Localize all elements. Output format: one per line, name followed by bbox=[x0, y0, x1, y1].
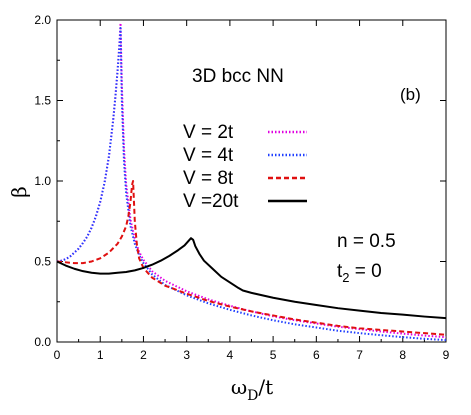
series-line-2 bbox=[56, 27, 447, 342]
panel-label: (b) bbox=[400, 85, 421, 104]
y-axis-label: β bbox=[7, 186, 31, 198]
series-line-4 bbox=[56, 237, 447, 320]
legend-label-2: V = 4t bbox=[183, 145, 234, 166]
x-tick-label-9: 9 bbox=[443, 348, 450, 362]
y-tick-label-4: 2.0 bbox=[34, 13, 51, 27]
x-tick-label-4: 4 bbox=[227, 348, 234, 362]
x-tick-label-8: 8 bbox=[399, 348, 406, 362]
legend-label-1: V = 2t bbox=[183, 122, 234, 143]
x-tick-label-2: 2 bbox=[140, 348, 147, 362]
series-layer bbox=[56, 22, 447, 342]
x-tick-label-3: 3 bbox=[183, 348, 190, 362]
x-axis-label-main: ω bbox=[231, 375, 247, 399]
annotation-t2-main: t bbox=[337, 261, 343, 282]
series-line-3 bbox=[56, 180, 447, 336]
x-tick-label-7: 7 bbox=[356, 348, 363, 362]
legend: V = 2tV = 4tV = 8tV =20t bbox=[183, 122, 307, 212]
x-tick-label-6: 6 bbox=[313, 348, 320, 362]
x-tick-label-1: 1 bbox=[97, 348, 104, 362]
legend-label-4: V =20t bbox=[183, 191, 239, 212]
x-tick-label-5: 5 bbox=[270, 348, 277, 362]
x-axis-label-tail: /t bbox=[258, 375, 273, 399]
y-tick-label-2: 1.0 bbox=[34, 174, 51, 188]
legend-label-3: V = 8t bbox=[183, 168, 234, 189]
y-tick-label-1: 0.5 bbox=[34, 255, 51, 269]
annotation-t2-tail: = 0 bbox=[350, 261, 382, 282]
x-tick-label-0: 0 bbox=[54, 348, 61, 362]
y-tick-label-0: 0.0 bbox=[34, 335, 51, 349]
chart-title: 3D bcc NN bbox=[192, 66, 284, 87]
annotation-t2: t2 = 0 bbox=[337, 261, 382, 285]
tick-marks bbox=[56, 19, 447, 343]
x-axis-label-sub: D bbox=[247, 388, 258, 404]
annotation-t2-sub: 2 bbox=[342, 270, 349, 285]
annotation-n: n = 0.5 bbox=[337, 231, 396, 252]
tick-labels: 0 1 2 3 4 5 6 7 8 9 0.0 0.5 1.0 1.5 2.0 bbox=[34, 13, 449, 362]
y-tick-label-3: 1.5 bbox=[34, 94, 51, 108]
x-axis-label: ωD/t bbox=[231, 375, 273, 404]
